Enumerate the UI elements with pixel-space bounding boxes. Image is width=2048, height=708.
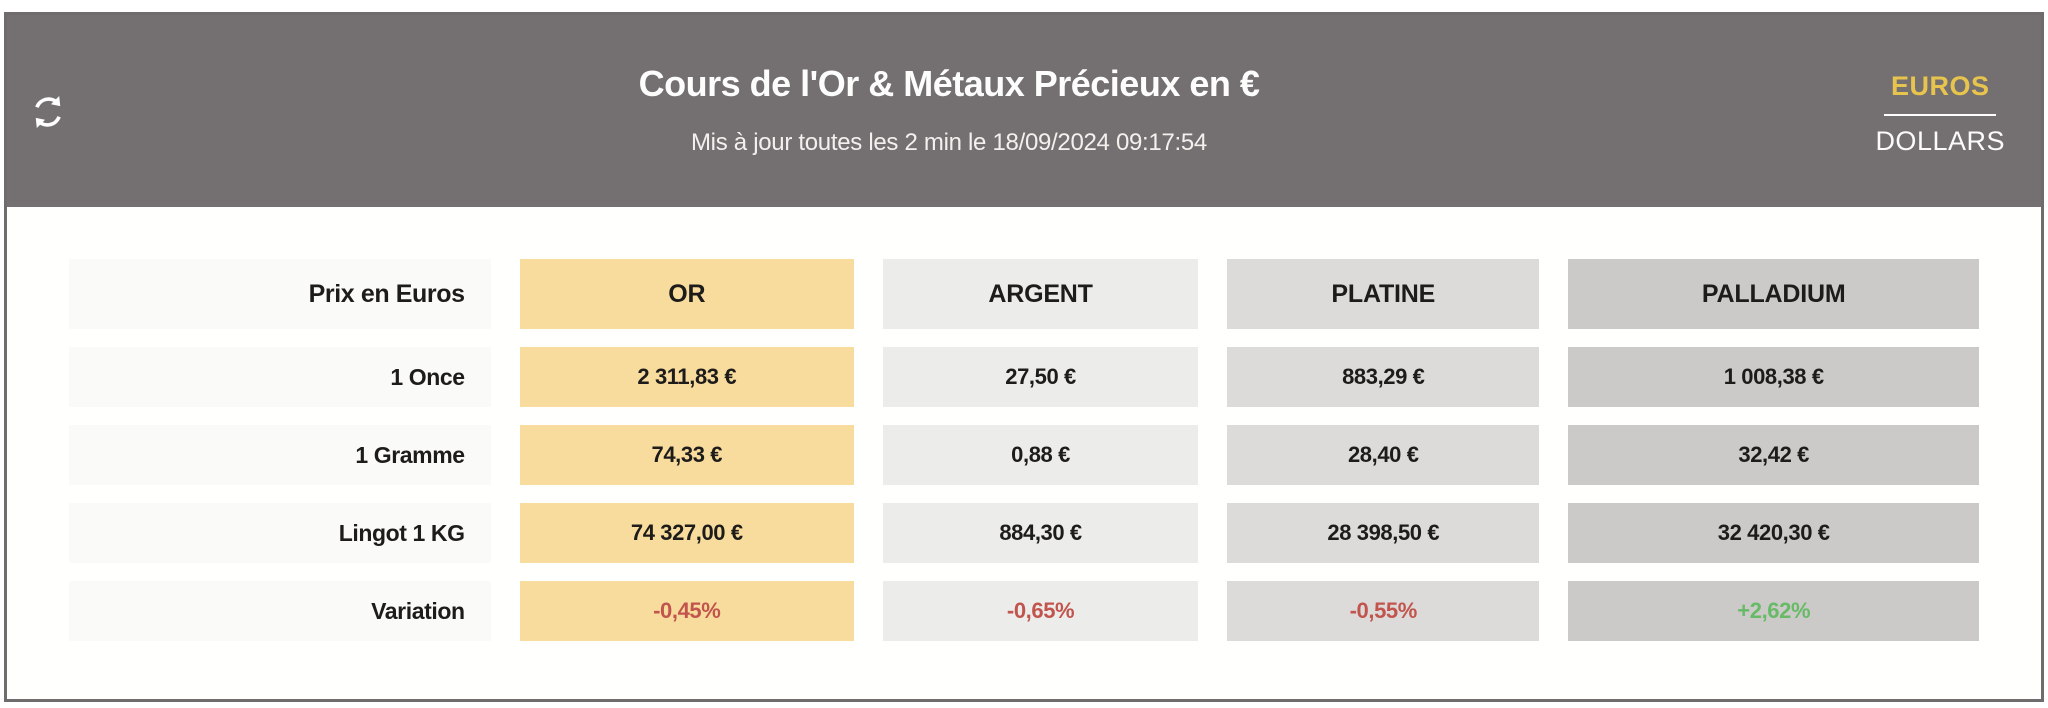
cell-platine-gramme: 28,40 € — [1227, 425, 1540, 485]
price-widget-card: Cours de l'Or & Métaux Précieux en € Mis… — [4, 12, 2044, 702]
header-bar: Cours de l'Or & Métaux Précieux en € Mis… — [7, 15, 2041, 207]
table-area: Prix en Euros OR ARGENT PLATINE PALLADIU… — [7, 207, 2041, 641]
col-header-palladium: PALLADIUM — [1568, 259, 1979, 329]
currency-separator — [1884, 114, 1997, 116]
refresh-icon — [29, 95, 67, 134]
cell-palladium-once: 1 008,38 € — [1568, 347, 1979, 407]
cell-argent-lingot: 884,30 € — [882, 503, 1199, 563]
col-header-argent: ARGENT — [882, 259, 1199, 329]
metal-price-table: Prix en Euros OR ARGENT PLATINE PALLADIU… — [69, 259, 1979, 641]
cell-argent-variation: -0,65% — [882, 581, 1199, 641]
cell-or-variation: -0,45% — [519, 581, 854, 641]
cell-or-gramme: 74,33 € — [519, 425, 854, 485]
row-label-variation: Variation — [69, 581, 491, 641]
row-label-lingot: Lingot 1 KG — [69, 503, 491, 563]
cell-or-once: 2 311,83 € — [519, 347, 854, 407]
currency-toggle: EUROS DOLLARS — [1875, 71, 2005, 157]
cell-palladium-variation: +2,62% — [1568, 581, 1979, 641]
cell-platine-once: 883,29 € — [1227, 347, 1540, 407]
cell-argent-gramme: 0,88 € — [882, 425, 1199, 485]
currency-euros-button[interactable]: EUROS — [1890, 71, 1990, 101]
row-label-once: 1 Once — [69, 347, 491, 407]
cell-palladium-gramme: 32,42 € — [1568, 425, 1979, 485]
last-updated-text: Mis à jour toutes les 2 min le 18/09/202… — [690, 129, 1207, 156]
page-title: Cours de l'Or & Métaux Précieux en € — [638, 63, 1260, 104]
cell-argent-once: 27,50 € — [882, 347, 1199, 407]
col-header-platine: PLATINE — [1227, 259, 1540, 329]
row-label-gramme: 1 Gramme — [69, 425, 491, 485]
refresh-button[interactable] — [29, 93, 67, 131]
cell-platine-lingot: 28 398,50 € — [1227, 503, 1540, 563]
header-titles: Cours de l'Or & Métaux Précieux en € Mis… — [7, 15, 1891, 157]
cell-or-lingot: 74 327,00 € — [519, 503, 854, 563]
col-header-or: OR — [519, 259, 854, 329]
currency-dollars-button[interactable]: DOLLARS — [1875, 126, 2005, 156]
corner-label: Prix en Euros — [69, 259, 491, 329]
cell-platine-variation: -0,55% — [1227, 581, 1540, 641]
cell-palladium-lingot: 32 420,30 € — [1568, 503, 1979, 563]
